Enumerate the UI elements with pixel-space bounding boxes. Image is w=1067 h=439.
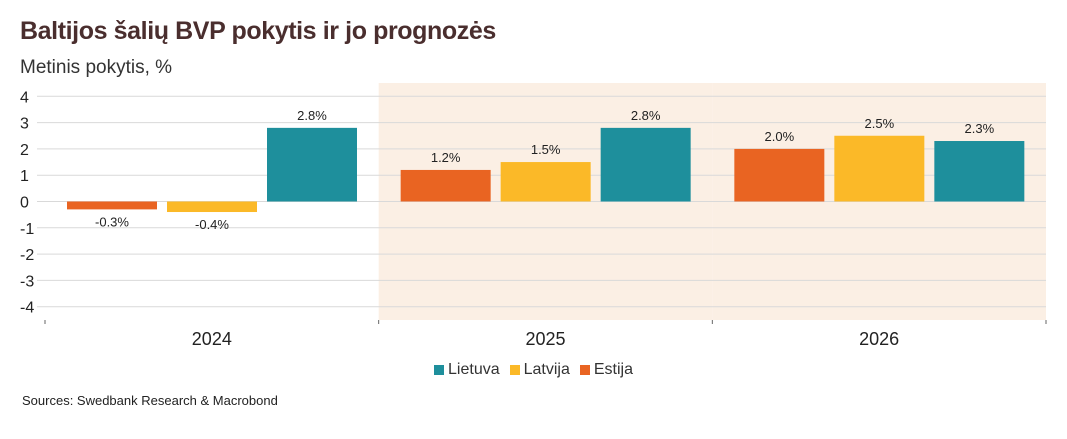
bar-lietuva-2025 <box>600 127 691 202</box>
bar-latvija-2024 <box>167 201 257 213</box>
data-label: -0.3% <box>95 214 129 229</box>
legend-swatch-latvija <box>509 365 520 375</box>
chart-subtitle: Metinis pokytis, % <box>20 57 173 78</box>
y-tick-label: 3 <box>20 116 29 133</box>
legend-label-lietuva: Lietuva <box>448 361 500 378</box>
y-tick-label: -3 <box>20 273 34 290</box>
y-tick-label: 4 <box>20 89 29 106</box>
data-label: 1.2% <box>431 150 461 165</box>
bar-latvija-2025 <box>500 162 591 202</box>
legend-item-estija: Estija <box>579 361 633 379</box>
legend-item-latvija: Latvija <box>509 361 570 379</box>
source-note: Sources: Swedbank Research & Macrobond <box>22 393 278 408</box>
bar-chart: 4 3 2 1 0 -1 -2 -3 -4 -0.3% 1.2% 2.0% -0.4% 1.5% 2.5% 2… <box>20 83 1047 349</box>
bar-estija-2026 <box>734 148 825 202</box>
data-label: 1.5% <box>531 142 561 157</box>
y-tick-label: 1 <box>20 168 29 185</box>
legend-swatch-lietuva <box>434 365 445 375</box>
x-tick-label: 2025 <box>525 329 565 349</box>
y-tick-label: -2 <box>20 247 34 264</box>
data-label: 2.8% <box>297 108 327 123</box>
bar-lietuva-2024 <box>267 127 357 202</box>
data-label: 2.8% <box>631 108 661 123</box>
y-tick-label: -1 <box>20 221 34 238</box>
bar-latvija-2026 <box>834 135 925 202</box>
x-tick-label: 2026 <box>859 329 899 349</box>
data-label: 2.0% <box>765 129 795 144</box>
data-label: 2.5% <box>865 116 895 131</box>
y-tick-label: 0 <box>20 195 29 212</box>
bar-lietuva-2026 <box>934 141 1025 202</box>
chart-title: Baltijos šalių BVP pokytis ir jo prognoz… <box>20 17 496 45</box>
legend-label-latvija: Latvija <box>523 361 570 378</box>
bar-estija-2024 <box>67 201 157 210</box>
legend-label-estija: Estija <box>593 361 633 378</box>
y-tick-label: 2 <box>20 142 29 159</box>
legend-item-lietuva: Lietuva <box>434 361 500 379</box>
bar-estija-2025 <box>400 169 491 202</box>
data-label: 2.3% <box>965 121 995 136</box>
y-tick-label: -4 <box>20 300 34 317</box>
legend-swatch-estija <box>579 365 590 375</box>
x-tick-label: 2024 <box>192 329 232 349</box>
chart-legend: Lietuva Latvija Estija <box>0 361 1067 379</box>
data-label: -0.4% <box>195 217 229 232</box>
